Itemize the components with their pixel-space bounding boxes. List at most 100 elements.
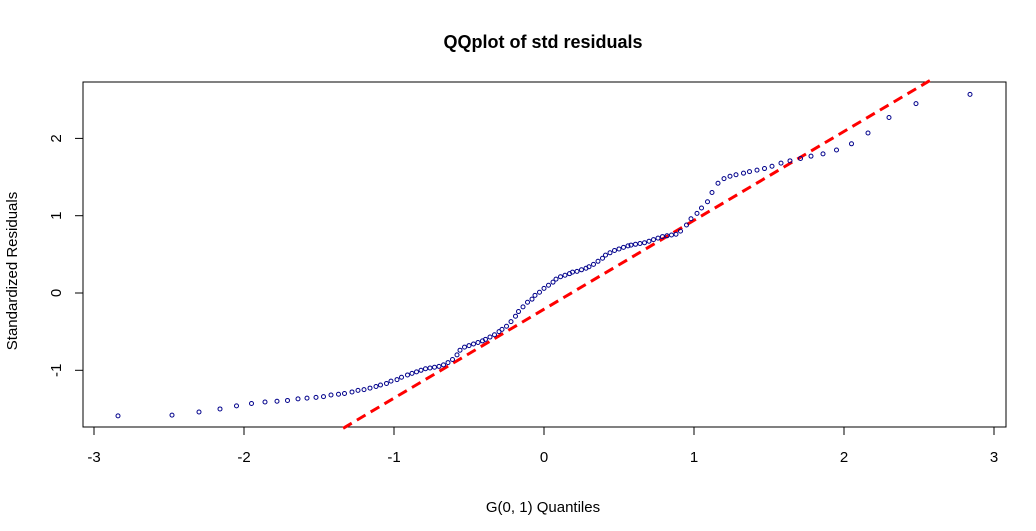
data-point <box>684 222 689 228</box>
data-point <box>574 268 580 274</box>
data-point <box>262 399 268 405</box>
data-point <box>475 339 481 345</box>
data-point <box>541 285 547 291</box>
data-point <box>492 332 497 338</box>
data-point <box>349 389 355 395</box>
data-point <box>651 237 656 243</box>
x-tick-label: 2 <box>840 449 848 466</box>
data-point <box>865 130 871 136</box>
data-point <box>741 170 746 176</box>
data-point <box>886 115 892 121</box>
data-point <box>499 326 505 332</box>
y-axis: -1 0 1 2 <box>48 134 84 377</box>
y-tick-label: 2 <box>48 134 65 142</box>
data-point <box>655 235 661 241</box>
x-tick-label: 0 <box>540 449 548 466</box>
x-tick-label: -1 <box>387 449 400 466</box>
data-point <box>673 231 679 237</box>
data-point <box>196 409 202 415</box>
data-point <box>295 396 301 402</box>
data-point <box>642 240 647 246</box>
x-tick-label: -2 <box>237 449 250 466</box>
data-point <box>285 397 290 403</box>
data-point <box>496 329 502 335</box>
data-point <box>705 199 710 205</box>
data-point <box>579 267 584 273</box>
data-point <box>423 366 428 372</box>
data-point <box>409 370 415 376</box>
data-point <box>628 242 634 248</box>
data-point <box>834 147 839 153</box>
data-point <box>454 352 460 358</box>
data-point <box>913 101 919 107</box>
data-point <box>520 304 526 310</box>
data-point <box>616 246 622 252</box>
x-axis: -3 -2 -1 0 1 2 3 <box>87 426 998 466</box>
data-point <box>694 210 700 216</box>
y-tick-label: 1 <box>48 212 65 220</box>
data-point <box>367 385 373 391</box>
data-point <box>787 158 793 164</box>
data-point <box>625 243 631 249</box>
data-point <box>550 279 556 285</box>
data-point <box>336 391 341 397</box>
data-point <box>462 344 467 350</box>
data-point <box>664 233 670 239</box>
data-point <box>762 166 767 172</box>
data-point <box>342 390 347 396</box>
data-point <box>849 141 854 147</box>
x-tick-label: 3 <box>990 449 998 466</box>
data-point <box>600 255 605 261</box>
data-point <box>304 395 310 401</box>
data-point <box>529 296 535 302</box>
data-point <box>399 374 404 380</box>
data-point <box>321 394 326 400</box>
data-point <box>808 153 814 159</box>
data-point <box>621 244 626 250</box>
data-point <box>525 299 530 305</box>
data-point <box>328 392 334 398</box>
data-point <box>562 272 568 278</box>
data-point <box>432 364 437 370</box>
x-axis-label: G(0, 1) Quantiles <box>486 499 600 516</box>
data-point <box>508 319 514 325</box>
data-point <box>466 343 472 349</box>
data-point <box>721 176 727 182</box>
data-point <box>471 341 476 347</box>
data-point <box>715 180 721 186</box>
data-point <box>378 382 383 388</box>
data-point <box>558 274 563 280</box>
data-point <box>553 276 559 282</box>
points-layer <box>115 91 973 419</box>
data-point <box>418 367 424 373</box>
data-point <box>516 309 521 315</box>
data-point <box>441 362 446 368</box>
data-point <box>591 261 596 267</box>
chart-title: QQplot of std residuals <box>443 32 642 52</box>
data-point <box>355 387 361 393</box>
data-point <box>436 363 442 369</box>
data-point <box>405 372 410 378</box>
data-point <box>570 269 575 275</box>
data-point <box>388 378 394 384</box>
data-point <box>169 412 175 418</box>
x-tick-label: 1 <box>690 449 698 466</box>
data-point <box>607 250 613 256</box>
data-point <box>217 406 223 412</box>
data-point <box>234 403 239 409</box>
data-point <box>586 264 592 270</box>
data-point <box>427 365 433 371</box>
data-point <box>595 258 601 264</box>
data-point <box>798 155 803 161</box>
data-point <box>733 172 739 178</box>
data-point <box>414 369 419 375</box>
data-point <box>373 384 379 390</box>
y-tick-label: 0 <box>48 289 65 297</box>
data-point <box>669 232 674 238</box>
data-point <box>660 234 665 240</box>
data-point <box>678 228 683 234</box>
data-point <box>274 398 280 404</box>
x-tick-label: -3 <box>87 449 100 466</box>
data-point <box>450 356 455 362</box>
